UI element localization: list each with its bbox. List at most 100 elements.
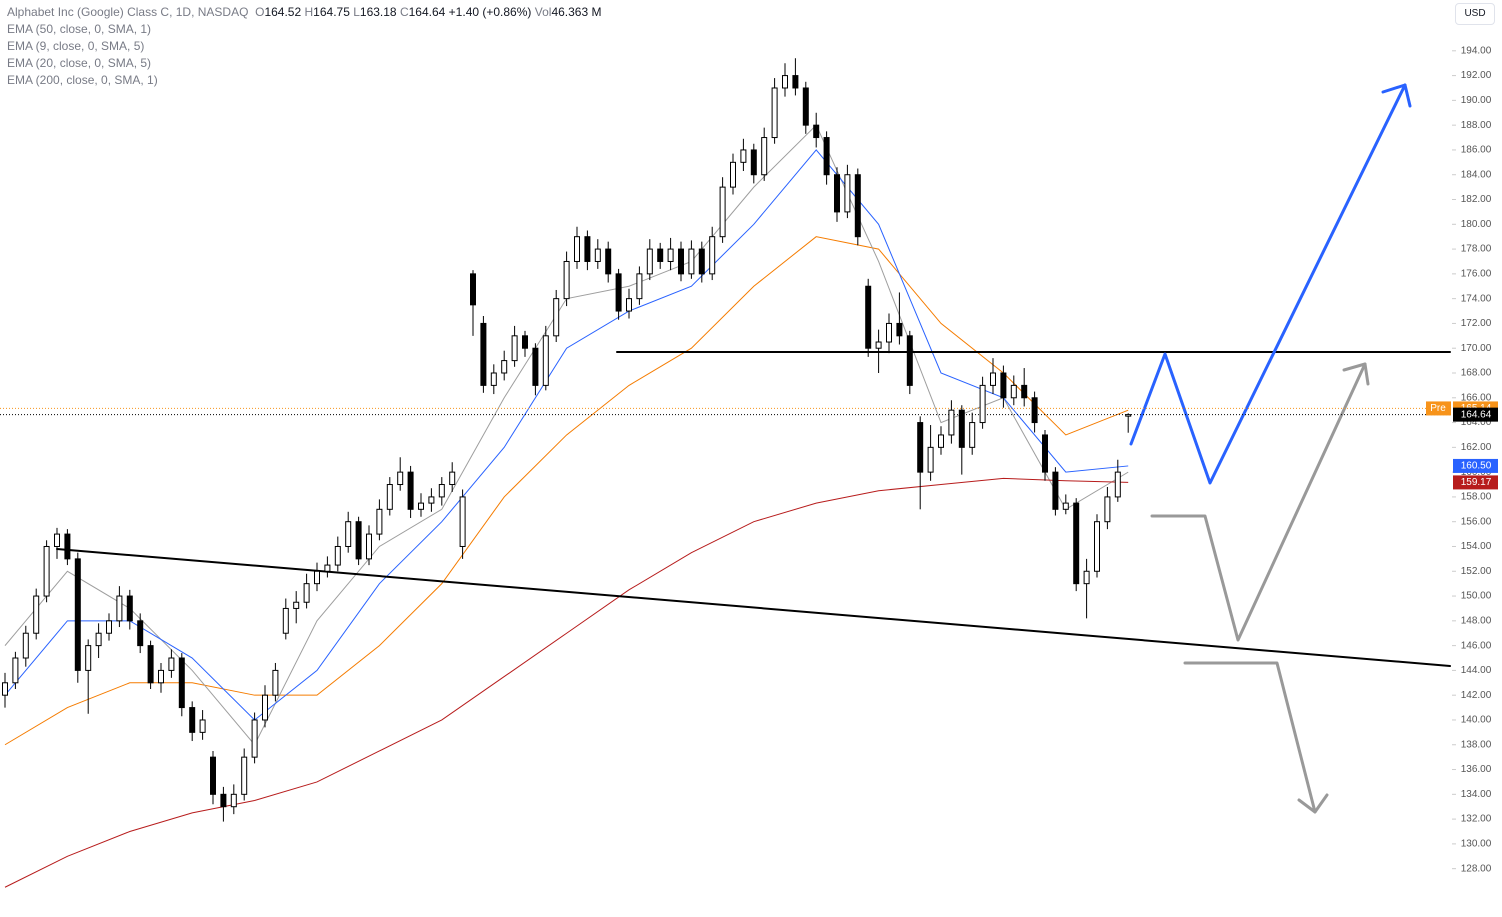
candle-body — [1010, 384, 1017, 399]
y-tick-label: 132.00 — [1461, 814, 1492, 825]
candle-body — [1083, 570, 1090, 585]
candle-body — [875, 341, 882, 349]
candle-body — [886, 322, 892, 343]
h-label: H — [304, 5, 314, 19]
y-tick-label: 156.00 — [1461, 516, 1492, 527]
candle-body — [750, 149, 757, 176]
legend: Alphabet Inc (Google) Class C, 1D, NASDA… — [7, 4, 601, 89]
candle-body — [1042, 434, 1048, 473]
candle-body — [1125, 414, 1132, 417]
candle-body — [844, 174, 851, 213]
candle-body — [189, 707, 196, 733]
candle-body — [802, 87, 809, 126]
y-tick-label: 168.00 — [1461, 368, 1492, 379]
candle-body — [262, 694, 268, 721]
candle-body — [449, 471, 456, 486]
y-tick-label: 180.00 — [1461, 219, 1492, 230]
candle-body — [241, 756, 248, 795]
candle-body — [938, 434, 944, 448]
price-tag-label: 160.50 — [1461, 461, 1492, 472]
candle-body — [43, 545, 50, 597]
candle-body — [626, 298, 632, 312]
candle-body — [688, 248, 695, 275]
ema-line — [4, 236, 1129, 746]
y-tick-label: 166.00 — [1461, 392, 1492, 403]
y-tick-label: 184.00 — [1461, 169, 1492, 180]
indicator-label: EMA (50, close, 0, SMA, 1) — [7, 22, 152, 36]
candle-body — [896, 322, 903, 337]
candle-body — [12, 657, 19, 684]
price-tag-label: 159.17 — [1461, 477, 1492, 488]
candle-body — [979, 384, 986, 424]
ema-line — [4, 149, 1129, 721]
projection-mid — [1150, 362, 1367, 642]
candle-body — [386, 484, 393, 510]
candle-body — [282, 607, 289, 634]
h-value: 164.75 — [313, 5, 350, 19]
candle-body — [158, 669, 164, 684]
y-tick-label: 142.00 — [1461, 690, 1492, 701]
y-tick-label: 154.00 — [1461, 541, 1492, 552]
candle-body — [990, 372, 996, 386]
candle-body — [865, 285, 872, 349]
y-tick-label: 134.00 — [1461, 789, 1492, 800]
candle-body — [501, 360, 508, 374]
candle-body — [251, 719, 258, 758]
y-tick-label: 188.00 — [1461, 120, 1492, 131]
candle-body — [927, 446, 934, 473]
candle-body — [126, 595, 133, 622]
candle-body — [272, 669, 279, 696]
candle-body — [116, 595, 123, 622]
y-tick-label: 194.00 — [1461, 45, 1492, 56]
candle-body — [324, 564, 331, 572]
pre-tag — [1426, 401, 1451, 416]
y-tick-label: 174.00 — [1461, 293, 1492, 304]
candle-body — [761, 137, 768, 176]
vol-value: 46.363 M — [551, 5, 602, 19]
candle-body — [314, 570, 320, 585]
price-tag — [1453, 407, 1498, 422]
candle-body — [137, 620, 144, 647]
y-tick-label: 182.00 — [1461, 194, 1492, 205]
candle-body — [74, 558, 81, 671]
candle-body — [418, 502, 424, 510]
pre-tag-label: Pre — [1430, 403, 1446, 414]
candle-body — [345, 521, 352, 547]
candle-body — [1062, 502, 1069, 510]
y-tick-label: 128.00 — [1461, 863, 1492, 874]
trend-line — [56, 548, 1451, 667]
candle-body — [22, 632, 29, 659]
o-label: O — [255, 5, 265, 19]
candle-body — [917, 422, 924, 473]
drawings — [56, 83, 1451, 814]
candle-body — [958, 409, 965, 448]
candle-body — [657, 248, 664, 262]
candle-body — [813, 124, 820, 139]
candle-body — [210, 756, 216, 795]
candle-body — [698, 248, 705, 275]
l-value: 163.18 — [359, 5, 397, 19]
y-tick-label: 178.00 — [1461, 244, 1492, 255]
candle-body — [85, 645, 92, 671]
indicator-label: EMA (9, close, 0, SMA, 5) — [7, 39, 145, 53]
y-tick-label: 158.00 — [1461, 492, 1492, 503]
candle-body — [147, 645, 154, 684]
candle-body — [823, 137, 830, 176]
candle-body — [106, 620, 112, 634]
candle-body — [1031, 397, 1038, 424]
symbol-title: Alphabet Inc (Google) Class C, 1D, NASDA… — [7, 5, 249, 19]
candle-body — [1114, 471, 1121, 498]
y-tick-label: 172.00 — [1461, 318, 1492, 329]
y-tick-label: 136.00 — [1461, 764, 1492, 775]
candle-body — [834, 174, 840, 213]
price-tag-label: 164.64 — [1461, 409, 1492, 420]
currency-button[interactable]: USD — [1455, 3, 1495, 25]
y-tick-label: 138.00 — [1461, 739, 1492, 750]
candle-body — [553, 298, 560, 337]
candle-body — [334, 545, 341, 566]
c-value: 164.64 — [408, 5, 446, 19]
candle-body — [54, 533, 60, 547]
candle-body — [854, 174, 861, 238]
